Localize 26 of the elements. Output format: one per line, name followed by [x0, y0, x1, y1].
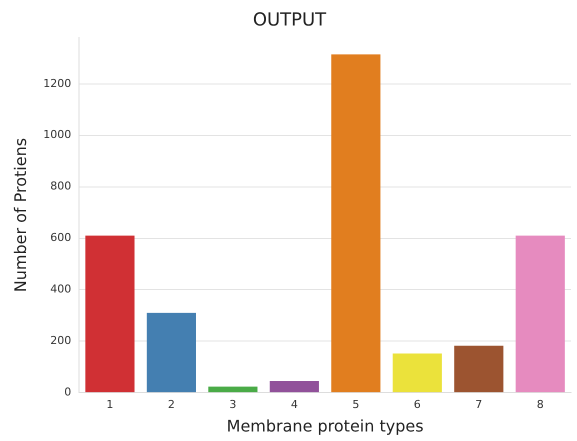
x-tick-label: 3 — [229, 398, 236, 412]
x-tick-label: 8 — [536, 398, 544, 412]
bar — [146, 312, 196, 392]
x-tick-label: 2 — [168, 398, 175, 412]
x-tick-label: 5 — [352, 398, 360, 412]
y-tick-label: 800 — [50, 180, 72, 193]
x-tick-label: 4 — [290, 398, 298, 412]
y-axis-title: Number of Protiens — [10, 138, 30, 292]
bar — [270, 381, 319, 392]
bar — [85, 236, 135, 392]
bar — [331, 54, 380, 392]
x-tick-label: 7 — [475, 398, 482, 412]
x-tick-label: 6 — [414, 398, 421, 412]
chart-title: OUTPUT — [252, 9, 328, 30]
y-tick-label: 600 — [50, 231, 72, 244]
bar — [454, 346, 504, 392]
x-axis-title: Membrane protein types — [226, 416, 424, 436]
y-tick-label: 200 — [50, 334, 72, 348]
y-tick-label: 1000 — [43, 128, 72, 142]
x-tick-label: 1 — [106, 398, 114, 412]
y-tick-label: 1200 — [43, 76, 72, 90]
bar — [516, 236, 565, 392]
bar — [392, 354, 442, 392]
bar — [208, 386, 258, 392]
y-tick-label: 0 — [64, 385, 72, 398]
y-tick-label: 400 — [50, 282, 72, 296]
